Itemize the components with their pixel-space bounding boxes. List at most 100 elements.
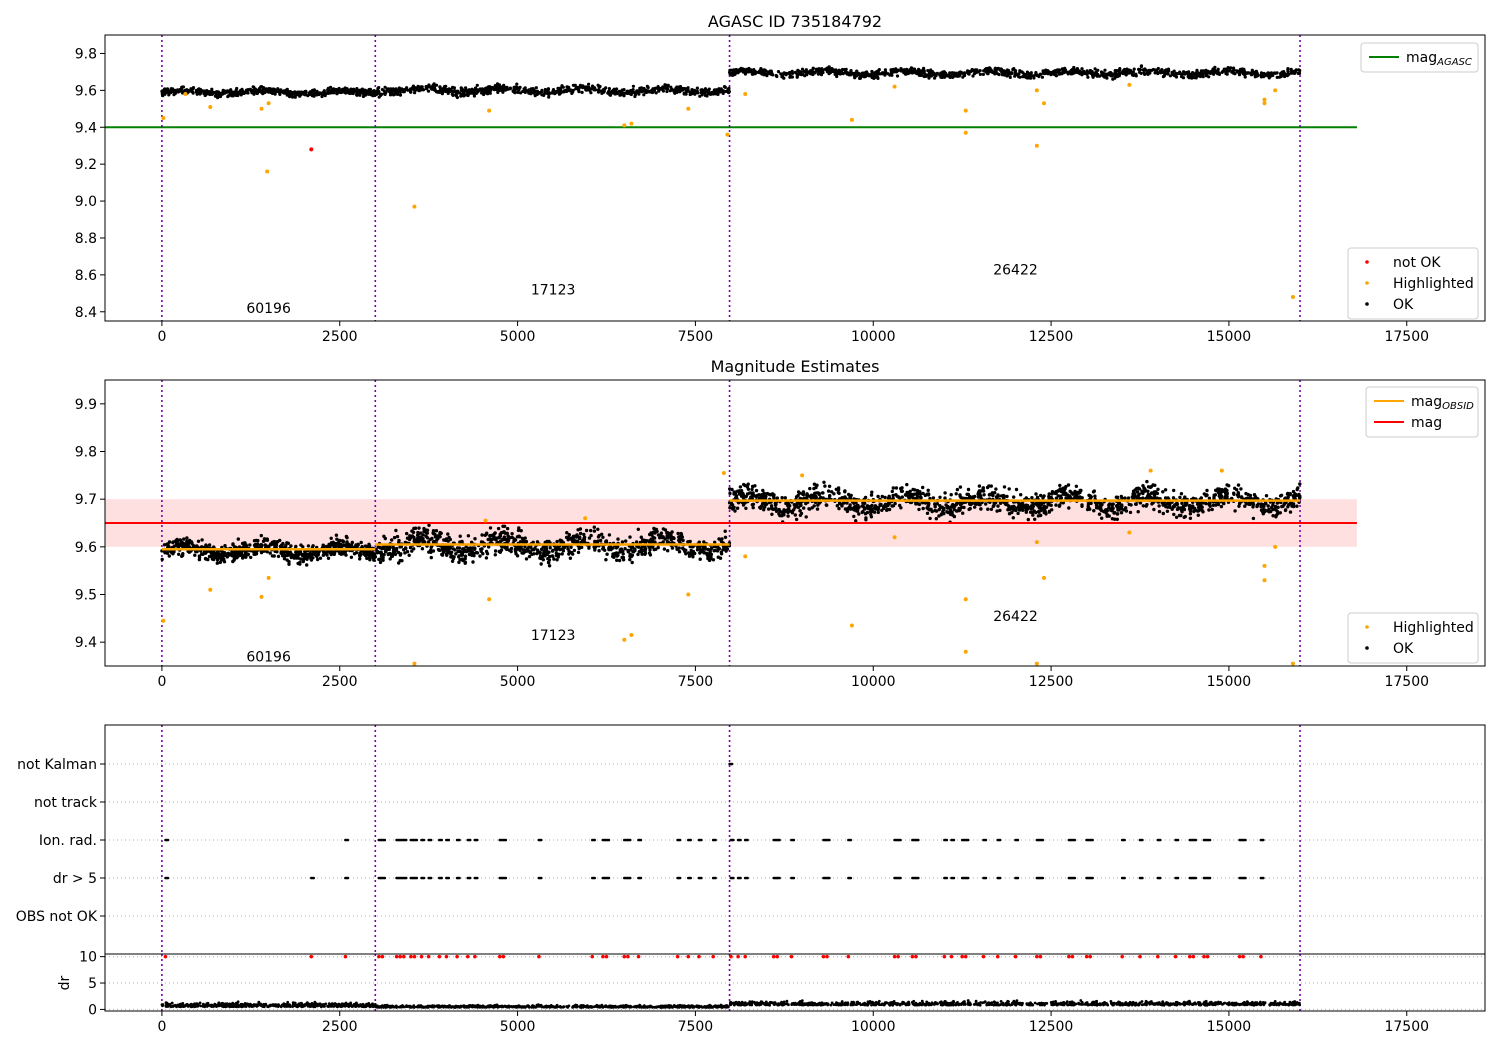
ok-point [407, 553, 411, 557]
y-tick-label: 9.7 [75, 492, 97, 508]
ok-point [1022, 74, 1026, 78]
ok-point [478, 554, 482, 558]
ok-point [1146, 485, 1151, 489]
ok-point [557, 92, 562, 96]
legend-label: Highlighted [1393, 276, 1474, 292]
ok-point [622, 94, 626, 98]
ok-point [626, 550, 630, 554]
ok-point [581, 86, 585, 90]
ok-point [826, 489, 831, 493]
ok-point [485, 552, 490, 556]
ok-point [1237, 504, 1241, 508]
ok-point [216, 550, 220, 554]
ok-point [315, 557, 320, 562]
ok-point [173, 91, 177, 95]
highlighted-point [259, 106, 264, 111]
y-tick-label: 9.4 [75, 120, 97, 136]
ok-point [410, 549, 414, 553]
ok-point [1103, 72, 1107, 76]
ok-point [547, 539, 551, 544]
ok-point [519, 529, 523, 533]
ok-point [713, 548, 717, 553]
ok-point [1179, 75, 1184, 79]
ok-point [523, 536, 527, 540]
ok-point [268, 551, 272, 555]
ok-point [591, 84, 595, 88]
ok-point [567, 87, 571, 91]
ok-point [766, 71, 770, 75]
highlighted-point [161, 116, 166, 121]
ok-point [933, 76, 937, 80]
ok-point [248, 543, 252, 547]
ok-point [293, 95, 297, 99]
ok-point [429, 550, 433, 554]
ok-point [470, 90, 474, 94]
ok-point [934, 509, 939, 513]
ok-point [1150, 68, 1154, 72]
ok-point [754, 488, 759, 493]
ok-point [741, 491, 745, 496]
ok-point [335, 537, 339, 541]
ok-point [1093, 72, 1097, 77]
ok-point [1110, 73, 1114, 77]
ok-point [347, 543, 351, 547]
ok-point [1228, 68, 1232, 72]
ok-point [883, 495, 887, 500]
ok-point [177, 552, 181, 556]
ok-point [1157, 509, 1162, 514]
ok-point [331, 88, 335, 92]
ok-point [405, 536, 410, 540]
ok-point [326, 556, 331, 560]
ok-point [1066, 72, 1070, 76]
ok-point [388, 545, 392, 550]
ok-point [436, 90, 440, 94]
ok-point [379, 551, 384, 556]
ok-point [905, 69, 910, 74]
ok-point [297, 90, 301, 94]
ok-point [929, 68, 933, 72]
ok-point [1196, 513, 1201, 517]
y-tick-label: 9.5 [75, 588, 97, 604]
ok-point [1025, 70, 1029, 74]
ok-point [1231, 66, 1236, 70]
ok-point [285, 541, 289, 545]
ok-point [984, 502, 988, 506]
x-tick-label: 15000 [1207, 674, 1252, 690]
ok-point [572, 548, 577, 553]
ok-point [625, 91, 630, 95]
ok-point [698, 547, 703, 552]
ok-point [408, 545, 413, 550]
ok-point [1212, 68, 1216, 72]
ok-point [1002, 69, 1006, 73]
ok-point [501, 524, 505, 528]
ok-point [542, 93, 546, 97]
ok-point [493, 549, 498, 553]
ok-point [1045, 71, 1049, 75]
highlighted-point [412, 204, 417, 209]
not-ok-point [309, 147, 314, 152]
ok-point [340, 539, 345, 543]
ok-point [580, 90, 584, 94]
ok-point [1002, 485, 1007, 489]
ok-point [334, 533, 339, 537]
ok-point [1034, 492, 1038, 496]
ok-point [1050, 490, 1055, 494]
ok-point [573, 539, 577, 543]
ok-point [1131, 70, 1135, 74]
ok-point [394, 528, 398, 533]
ok-point [639, 535, 643, 539]
ok-point [1178, 70, 1182, 74]
ok-point [1217, 71, 1221, 75]
ok-point [723, 529, 727, 533]
ok-point [1116, 512, 1120, 516]
ok-point [394, 546, 399, 551]
ok-point [570, 91, 574, 95]
ok-point [870, 72, 874, 76]
ok-point [908, 489, 912, 493]
ok-point [1297, 68, 1301, 72]
ok-point [352, 552, 357, 556]
ok-point [1114, 495, 1119, 499]
ok-point [447, 547, 451, 552]
ok-point [647, 551, 652, 555]
ok-point [630, 90, 635, 94]
